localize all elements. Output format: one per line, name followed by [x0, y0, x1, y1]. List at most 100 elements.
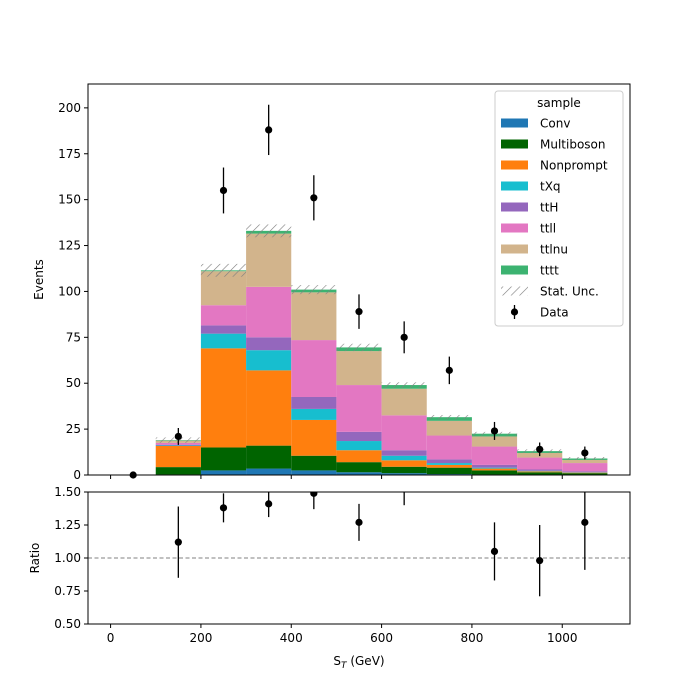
bar-txq-bin-5: [336, 441, 382, 451]
top-axes-frame: [87, 83, 631, 476]
bar-ttlnu-bin-7: [426, 420, 472, 436]
bar-tth-bin-8: [471, 464, 518, 468]
bar-ttll-bin-5: [336, 385, 382, 432]
bar-txq-bin-6: [381, 455, 427, 461]
ratio-point: [401, 478, 408, 485]
top-y-tick-label: 125: [58, 239, 81, 253]
bar-conv-bin-4: [291, 470, 337, 475]
bar-tth-bin-5: [336, 431, 382, 442]
bar-tth-bin-6: [381, 450, 427, 456]
stat-unc-band-bin-2: [200, 263, 247, 277]
legend-label-multiboson: Multiboson: [540, 138, 606, 152]
bar-nonprompt-bin-5: [336, 450, 382, 463]
legend-swatch-tth: [501, 202, 528, 212]
top-y-tick-label: 175: [58, 147, 81, 161]
bar-conv-bin-5: [336, 472, 382, 475]
legend-swatch-nonprompt: [501, 160, 528, 170]
bar-ttlnu-bin-6: [381, 388, 427, 416]
bar-nonprompt-bin-9: [517, 471, 563, 473]
data-point: [265, 126, 273, 134]
bar-txq-bin-1: [155, 445, 201, 446]
bar-ttlnu-bin-10: [562, 459, 608, 464]
stat-unc-band-bin-6: [381, 382, 427, 388]
x-tick-label: 600: [370, 631, 393, 645]
bar-multiboson-bin-6: [381, 466, 427, 474]
bar-nonprompt-bin-2: [200, 348, 247, 448]
bar-ttll-bin-4: [291, 340, 337, 397]
bar-ttll-bin-6: [381, 415, 427, 451]
legend-label-ttlnu: ttlnu: [540, 243, 568, 257]
bar-nonprompt-bin-8: [471, 468, 518, 471]
bar-txq-bin-3: [246, 350, 292, 371]
ratio-y-tick-label: 0.75: [54, 584, 81, 598]
legend-title: sample: [537, 96, 581, 110]
ratio-point: [581, 518, 589, 526]
ratio-point: [536, 557, 544, 565]
bar-txq-bin-7: [426, 463, 472, 465]
bar-ttlnu-bin-2: [200, 271, 247, 306]
bar-nonprompt-bin-4: [291, 419, 337, 456]
x-tick-label: 0: [107, 631, 115, 645]
legend-label-txq: tXq: [540, 180, 561, 194]
bar-ttll-bin-9: [517, 457, 563, 470]
x-tick-label: 200: [189, 631, 212, 645]
bar-multiboson-bin-4: [291, 455, 337, 471]
bar-tth-bin-9: [517, 469, 563, 471]
top-y-tick-label: 100: [58, 284, 81, 298]
legend-swatch-stat-unc: [501, 286, 528, 296]
data-point: [174, 432, 182, 441]
legend-swatch-tttt: [501, 265, 528, 275]
x-tick-label: 400: [280, 631, 303, 645]
bar-multiboson-bin-9: [517, 472, 563, 475]
bar-multiboson-bin-5: [336, 462, 382, 473]
legend-data-marker: [510, 308, 519, 316]
bar-nonprompt-bin-7: [426, 464, 472, 468]
legend-label-conv: Conv: [540, 117, 570, 131]
legend-label-data: Data: [540, 306, 569, 320]
bar-conv-bin-6: [381, 473, 427, 475]
x-tick-label: 1000: [547, 631, 578, 645]
ratio-point: [265, 500, 273, 508]
top-y-tick-label: 50: [66, 376, 81, 390]
data-points: [129, 104, 589, 479]
ratio-point: [355, 518, 363, 526]
top-y-axis-label: Events: [32, 259, 46, 300]
bar-tth-bin-10: [562, 471, 608, 473]
data-point: [310, 194, 318, 202]
legend-label-tttt: tttt: [540, 264, 559, 278]
data-point: [581, 449, 589, 457]
ratio-point: [310, 492, 318, 497]
data-point: [536, 445, 544, 453]
bar-tth-bin-4: [291, 396, 337, 409]
legend-label-ttll: ttll: [540, 222, 556, 236]
bar-ttlnu-bin-4: [291, 292, 337, 341]
bar-txq-bin-2: [200, 333, 247, 349]
bar-txq-bin-4: [291, 408, 337, 420]
ratio-y-axis-label: Ratio: [28, 543, 42, 574]
bar-ttll-bin-10: [562, 463, 608, 472]
data-point: [445, 366, 453, 374]
bar-ttll-bin-7: [426, 435, 472, 460]
stat-unc-band-bin-3: [246, 224, 292, 238]
stat-unc-band-bin-5: [336, 343, 382, 352]
data-point: [490, 427, 499, 435]
bar-ttlnu-bin-5: [336, 351, 382, 386]
data-point: [400, 333, 408, 341]
ratio-point: [490, 547, 499, 556]
x-axis-label: ST (GeV): [333, 654, 384, 671]
legend-swatch-ttlnu: [501, 244, 528, 254]
bar-multiboson-bin-7: [426, 467, 472, 475]
bar-txq-bin-8: [471, 467, 518, 469]
data-point: [355, 308, 363, 316]
legend-swatch-multiboson: [501, 139, 528, 149]
ratio-points: [174, 478, 589, 597]
bar-multiboson-bin-1: [155, 467, 201, 475]
bar-multiboson-bin-3: [246, 445, 292, 469]
bar-nonprompt-bin-6: [381, 460, 427, 467]
bar-txq-bin-9: [517, 470, 563, 472]
axes: 0 200 400 600 800 1000 0 25 50 75 100 125 150 175 200 0…: [28, 83, 631, 671]
bar-nonprompt-bin-1: [155, 445, 201, 468]
ratio-y-tick-label: 1.00: [54, 551, 81, 565]
legend-label-nonprompt: Nonprompt: [540, 159, 608, 173]
